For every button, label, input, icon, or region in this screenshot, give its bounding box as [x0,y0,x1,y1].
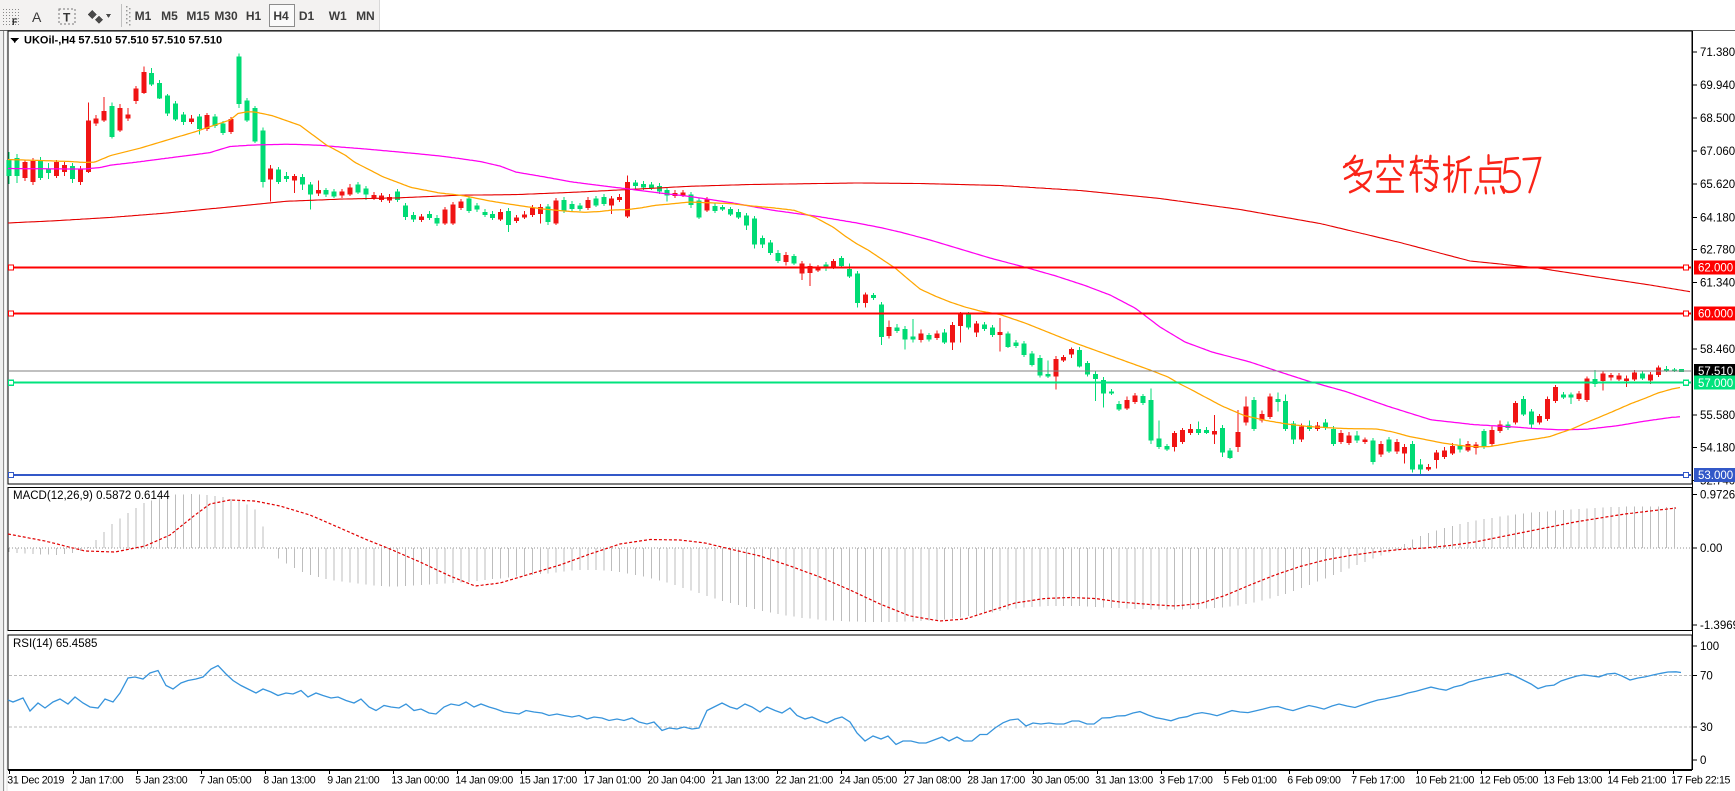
svg-text:D1: D1 [299,9,315,23]
svg-text:22 Jan 21:00: 22 Jan 21:00 [775,775,833,787]
svg-text:13 Jan 00:00: 13 Jan 00:00 [391,775,449,787]
svg-text:M5: M5 [161,9,178,23]
svg-text:71.380: 71.380 [1700,47,1735,59]
svg-text:A: A [32,9,42,25]
svg-text:55.580: 55.580 [1700,410,1735,422]
svg-text:70: 70 [1700,671,1713,683]
svg-text:2 Jan 17:00: 2 Jan 17:00 [71,775,123,787]
svg-text:28 Jan 17:00: 28 Jan 17:00 [967,775,1025,787]
svg-text:62.000: 62.000 [1698,263,1733,275]
svg-text:RSI(14) 65.4585: RSI(14) 65.4585 [13,638,97,650]
svg-text:12 Feb 05:00: 12 Feb 05:00 [1479,775,1538,787]
svg-text:M30: M30 [214,9,238,23]
svg-text:57.510: 57.510 [1698,366,1733,378]
svg-text:H4: H4 [273,9,289,23]
svg-text:54.180: 54.180 [1700,442,1735,454]
svg-text:13 Feb 13:00: 13 Feb 13:00 [1543,775,1602,787]
svg-text:F: F [12,17,18,27]
svg-text:14 Feb 21:00: 14 Feb 21:00 [1607,775,1666,787]
svg-text:31 Jan 13:00: 31 Jan 13:00 [1095,775,1153,787]
svg-text:8 Jan 13:00: 8 Jan 13:00 [263,775,315,787]
svg-text:15 Jan 17:00: 15 Jan 17:00 [519,775,577,787]
svg-text:68.500: 68.500 [1700,113,1735,125]
svg-text:MACD(12,26,9) 0.5872 0.6144: MACD(12,26,9) 0.5872 0.6144 [13,490,170,502]
svg-text:61.340: 61.340 [1700,278,1735,290]
svg-text:3 Feb 17:00: 3 Feb 17:00 [1159,775,1213,787]
svg-text:5 Feb 01:00: 5 Feb 01:00 [1223,775,1277,787]
svg-text:69.940: 69.940 [1700,80,1735,92]
svg-text:7 Jan 05:00: 7 Jan 05:00 [199,775,251,787]
svg-text:30: 30 [1700,722,1713,734]
svg-text:58.460: 58.460 [1700,344,1735,356]
svg-text:H1: H1 [246,9,262,23]
svg-text:5 Jan 23:00: 5 Jan 23:00 [135,775,187,787]
svg-text:10 Feb 21:00: 10 Feb 21:00 [1415,775,1474,787]
svg-text:17 Feb 22:15: 17 Feb 22:15 [1671,775,1730,787]
svg-text:0.00: 0.00 [1700,543,1722,555]
svg-text:20 Jan 04:00: 20 Jan 04:00 [647,775,705,787]
svg-text:MN: MN [356,9,375,23]
svg-text:24 Jan 05:00: 24 Jan 05:00 [839,775,897,787]
svg-text:30 Jan 05:00: 30 Jan 05:00 [1031,775,1089,787]
svg-text:21 Jan 13:00: 21 Jan 13:00 [711,775,769,787]
svg-text:6 Feb 09:00: 6 Feb 09:00 [1287,775,1341,787]
svg-text:17 Jan 01:00: 17 Jan 01:00 [583,775,641,787]
svg-text:W1: W1 [329,9,347,23]
svg-text:100: 100 [1700,641,1719,653]
svg-text:M1: M1 [135,9,152,23]
svg-text:64.180: 64.180 [1700,212,1735,224]
svg-text:9 Jan 21:00: 9 Jan 21:00 [327,775,379,787]
svg-text:67.060: 67.060 [1700,146,1735,158]
svg-text:7 Feb 17:00: 7 Feb 17:00 [1351,775,1405,787]
svg-text:0: 0 [1700,755,1706,767]
svg-text:65.620: 65.620 [1700,179,1735,191]
svg-text:31 Dec 2019: 31 Dec 2019 [7,775,64,787]
svg-text:M15: M15 [186,9,210,23]
svg-text:14 Jan 09:00: 14 Jan 09:00 [455,775,513,787]
svg-text:60.000: 60.000 [1698,309,1733,321]
svg-text:T: T [63,11,71,25]
svg-text:UKOil-,H4 57.510 57.510 57.51: UKOil-,H4 57.510 57.510 57.510 57.510 [24,35,222,47]
svg-text:62.780: 62.780 [1700,245,1735,257]
svg-text:57.000: 57.000 [1698,378,1733,390]
svg-text:53.000: 53.000 [1698,470,1733,482]
svg-text:-1.3969: -1.3969 [1700,620,1735,632]
svg-text:0.9726: 0.9726 [1700,490,1735,502]
svg-text:27 Jan 08:00: 27 Jan 08:00 [903,775,961,787]
